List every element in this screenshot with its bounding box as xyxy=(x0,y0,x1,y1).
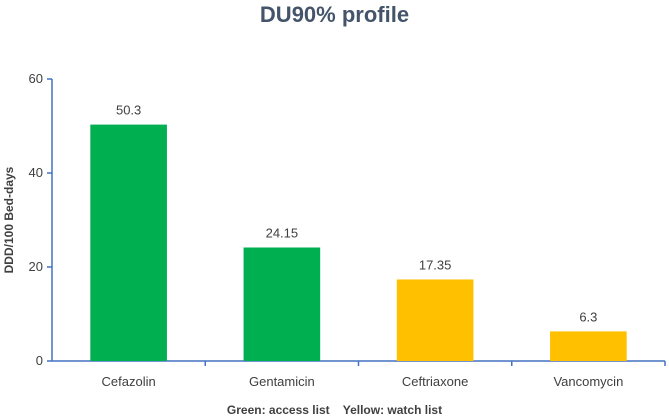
data-label: 50.3 xyxy=(116,103,141,118)
data-label: 24.15 xyxy=(266,225,299,240)
bar-ceftriaxone xyxy=(396,279,474,361)
y-tick-label: 0 xyxy=(36,353,43,368)
y-tick-label: 40 xyxy=(29,165,43,180)
x-axis: Cefazolin Gentamicin Ceftriaxone Vancomycin xyxy=(52,360,666,389)
bar-cefazolin xyxy=(90,124,167,361)
x-tick-label: Vancomycin xyxy=(553,374,623,389)
bars xyxy=(90,124,627,361)
y-tick-label: 60 xyxy=(29,71,43,86)
legend-footnote: Green: access list Yellow: watch list xyxy=(226,403,443,417)
x-tick-label: Ceftriaxone xyxy=(402,374,468,389)
bar-gentamicin xyxy=(243,247,321,361)
data-labels: 50.3 24.15 17.35 6.3 xyxy=(116,103,597,325)
y-tick-label: 20 xyxy=(29,259,43,274)
bar-vancomycin xyxy=(550,331,627,361)
x-tick-label: Cefazolin xyxy=(102,374,156,389)
data-label: 6.3 xyxy=(579,309,597,324)
x-tick-label: Gentamicin xyxy=(249,374,315,389)
data-label: 17.35 xyxy=(419,257,452,272)
y-axis-title: DDD/100 Bed-days xyxy=(2,166,16,273)
y-axis: 0 20 40 60 xyxy=(29,71,53,368)
chart-title: DU90% profile xyxy=(259,2,410,27)
